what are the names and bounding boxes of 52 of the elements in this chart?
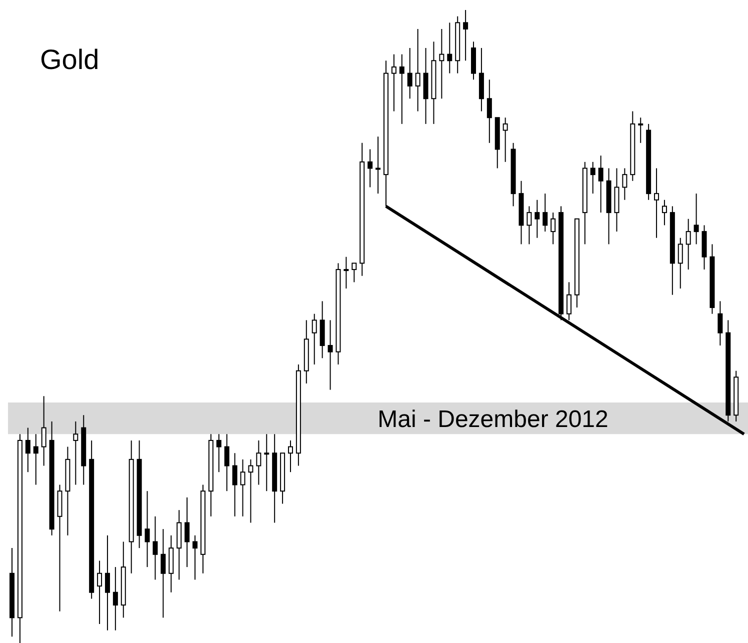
text: Gold bbox=[40, 44, 100, 76]
candlestick bbox=[160, 528, 166, 618]
candlestick bbox=[41, 396, 46, 466]
candlestick bbox=[312, 313, 317, 365]
candlestick bbox=[33, 434, 38, 486]
candlestick bbox=[550, 212, 556, 245]
candlestick bbox=[407, 47, 412, 100]
candlestick bbox=[638, 117, 644, 144]
candlestick bbox=[415, 28, 420, 112]
candlestick bbox=[391, 54, 396, 112]
candlestick bbox=[622, 168, 628, 200]
candlestick bbox=[73, 420, 78, 486]
candlestick bbox=[502, 117, 508, 162]
candlestick bbox=[376, 136, 381, 194]
candlestick bbox=[486, 79, 492, 144]
candlestick bbox=[104, 534, 110, 631]
candlestick bbox=[240, 458, 246, 517]
candlestick bbox=[694, 193, 699, 245]
candlestick bbox=[97, 560, 102, 625]
candlestick bbox=[192, 534, 198, 580]
candlestick bbox=[232, 452, 238, 517]
candlestick bbox=[598, 155, 604, 214]
candlestick bbox=[463, 10, 468, 62]
candlestick bbox=[654, 168, 660, 238]
candlestick bbox=[439, 28, 444, 100]
candlestick bbox=[542, 193, 548, 232]
candlestick bbox=[678, 237, 683, 290]
candlestick bbox=[112, 566, 118, 631]
candlestick bbox=[686, 218, 691, 270]
candlestick bbox=[590, 161, 596, 194]
candlestick bbox=[447, 22, 452, 74]
candlestick bbox=[352, 262, 357, 283]
candlestick bbox=[534, 199, 540, 238]
candlestick bbox=[216, 434, 222, 473]
candlestick bbox=[368, 148, 373, 188]
candlestick bbox=[328, 320, 333, 390]
candlestick bbox=[718, 300, 723, 346]
candlestick bbox=[344, 256, 349, 290]
candlestick bbox=[144, 490, 150, 568]
candlestick bbox=[566, 282, 572, 321]
candlestick bbox=[662, 199, 667, 226]
band-label: Mai - Dezember 2012 bbox=[378, 406, 608, 433]
candlestick bbox=[526, 206, 532, 245]
candlestick bbox=[184, 496, 190, 568]
candlestick bbox=[288, 440, 293, 473]
candlestick bbox=[152, 516, 158, 580]
candlestick bbox=[264, 434, 270, 492]
candlestick bbox=[224, 434, 230, 492]
candlestick bbox=[399, 54, 404, 124]
candlestick bbox=[256, 440, 262, 486]
candlestick bbox=[25, 427, 30, 473]
candlestick bbox=[248, 458, 254, 524]
